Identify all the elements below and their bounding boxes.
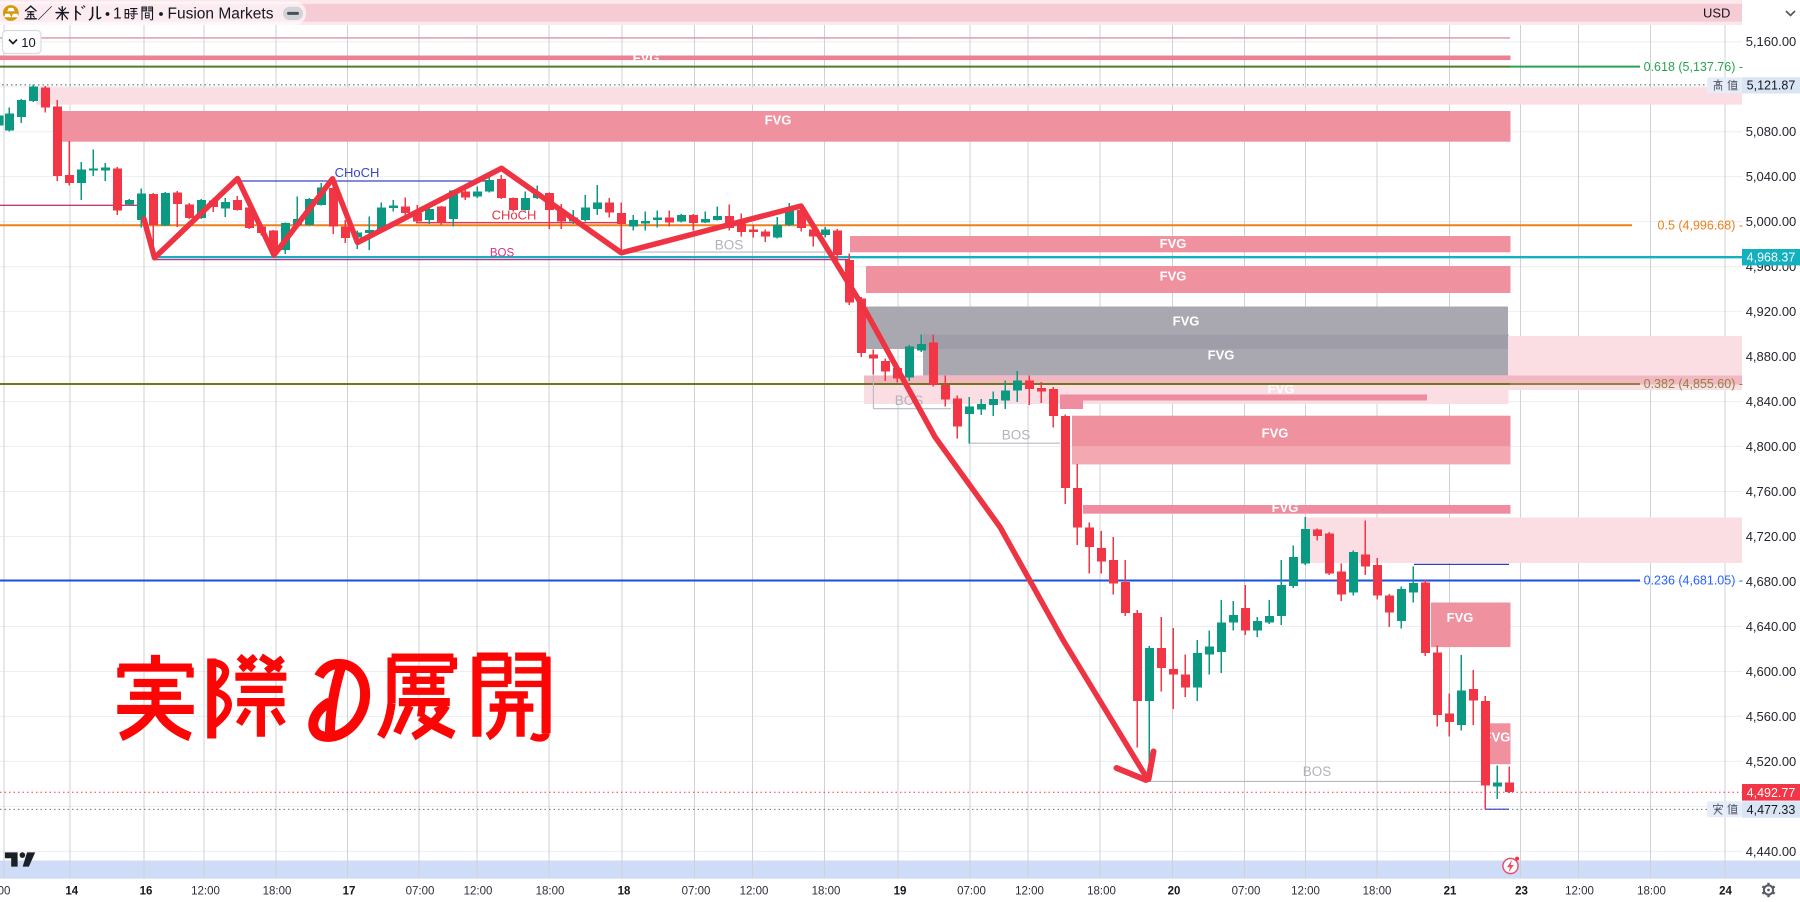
svg-text:07:00: 07:00 [1232,886,1261,898]
svg-text:5,000.00: 5,000.00 [1746,214,1797,229]
svg-text:4,600.00: 4,600.00 [1746,664,1797,679]
svg-text:17: 17 [343,886,356,898]
svg-text:4,880.00: 4,880.00 [1746,349,1797,364]
svg-text:4,640.00: 4,640.00 [1746,619,1797,634]
svg-text:4,477.33: 4,477.33 [1747,803,1796,817]
svg-text:07:00: 07:00 [682,886,711,898]
svg-text:FVG: FVG [1268,382,1295,397]
svg-text:CHoCH: CHoCH [492,208,537,223]
svg-text:FVG: FVG [765,113,792,128]
svg-text:18:00: 18:00 [1637,886,1666,898]
svg-text:5,080.00: 5,080.00 [1746,124,1797,139]
svg-text:4,840.00: 4,840.00 [1746,394,1797,409]
svg-text:18:00: 18:00 [536,886,565,898]
svg-text:5,160.00: 5,160.00 [1746,34,1797,49]
svg-text:FVG: FVG [1447,610,1474,625]
svg-text:FVG: FVG [1208,348,1235,363]
svg-text:4,720.00: 4,720.00 [1746,529,1797,544]
svg-text:5,121.87: 5,121.87 [1747,79,1796,93]
svg-text:12:00: 12:00 [464,886,493,898]
svg-text:12:00: 12:00 [191,886,220,898]
svg-text:4,968.37: 4,968.37 [1747,251,1796,265]
svg-text:0.382 (4,855.60) -: 0.382 (4,855.60) - [1644,377,1743,391]
svg-text:07:00: 07:00 [957,886,986,898]
svg-text:FVG: FVG [1173,314,1200,329]
svg-text:／: ／ [37,6,52,23]
svg-text:18:00: 18:00 [812,886,841,898]
svg-text:FVG: FVG [1262,426,1289,441]
svg-text:FVG: FVG [1160,269,1187,284]
svg-text:19: 19 [894,886,907,898]
svg-text:12:00: 12:00 [740,886,769,898]
svg-text:24: 24 [1719,886,1732,898]
svg-text:4,440.00: 4,440.00 [1746,844,1797,859]
svg-text:18:00: 18:00 [263,886,292,898]
svg-text:07:00: 07:00 [406,886,435,898]
svg-text:4,520.00: 4,520.00 [1746,754,1797,769]
svg-text:4,680.00: 4,680.00 [1746,574,1797,589]
svg-text:4,800.00: 4,800.00 [1746,439,1797,454]
svg-text:BOS: BOS [715,238,744,253]
svg-text:5,040.00: 5,040.00 [1746,169,1797,184]
svg-text:12:00: 12:00 [1565,886,1594,898]
svg-text:23: 23 [1515,886,1528,898]
svg-text:4,760.00: 4,760.00 [1746,484,1797,499]
svg-text:21: 21 [1444,886,1457,898]
svg-text:BOS: BOS [490,248,515,260]
svg-text:4,492.77: 4,492.77 [1747,786,1796,800]
svg-text:0.618 (5,137.76) -: 0.618 (5,137.76) - [1644,60,1743,74]
svg-text:FVG: FVG [1484,730,1511,745]
svg-text:USD: USD [1703,6,1730,21]
svg-text:00: 00 [0,886,10,898]
svg-text:20: 20 [1168,886,1181,898]
svg-text:18: 18 [618,886,631,898]
svg-text:FVG: FVG [633,51,660,66]
svg-text:12:00: 12:00 [1015,886,1044,898]
svg-text:0.236 (4,681.05) -: 0.236 (4,681.05) - [1644,574,1743,588]
svg-text:BOS: BOS [1303,764,1332,779]
svg-text:16: 16 [140,886,153,898]
svg-text:12:00: 12:00 [1291,886,1320,898]
svg-text:10: 10 [21,35,35,50]
svg-text:1: 1 [113,6,122,23]
svg-text:4,920.00: 4,920.00 [1746,304,1797,319]
svg-text:18:00: 18:00 [1363,886,1392,898]
svg-text:0.5 (4,996.68) -: 0.5 (4,996.68) - [1658,219,1743,233]
svg-text:FVG: FVG [1272,500,1299,515]
svg-text:18:00: 18:00 [1087,886,1116,898]
svg-text:FVG: FVG [1160,236,1187,251]
svg-text:14: 14 [65,886,78,898]
svg-text:CHoCH: CHoCH [335,165,380,180]
svg-text:BOS: BOS [1002,428,1031,443]
svg-text:4,560.00: 4,560.00 [1746,709,1797,724]
svg-text:Fusion Markets: Fusion Markets [168,6,274,23]
